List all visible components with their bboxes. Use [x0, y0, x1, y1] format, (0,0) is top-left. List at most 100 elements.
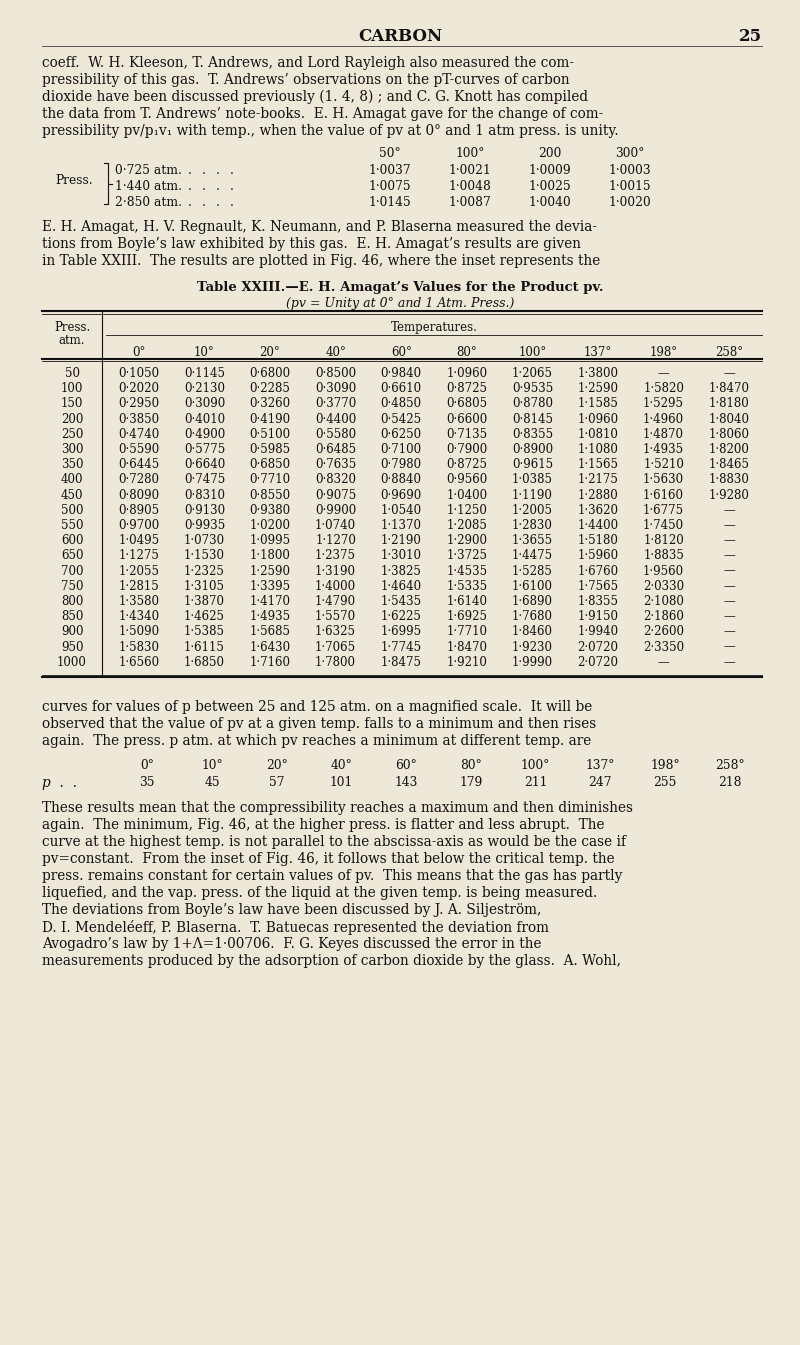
Text: 0·6485: 0·6485	[315, 443, 356, 456]
Text: in Table XXIII.  The results are plotted in Fig. 46, where the inset represents : in Table XXIII. The results are plotted …	[42, 254, 600, 268]
Text: 1·9990: 1·9990	[512, 656, 553, 668]
Text: 1·5210: 1·5210	[643, 459, 684, 471]
Text: 1·2590: 1·2590	[578, 382, 618, 395]
Text: 1·2815: 1·2815	[118, 580, 159, 593]
Text: .: .	[216, 180, 220, 192]
Text: 1·8470: 1·8470	[709, 382, 750, 395]
Text: CARBON: CARBON	[358, 28, 442, 44]
Text: .: .	[216, 196, 220, 208]
Text: 0·6445: 0·6445	[118, 459, 159, 471]
Text: 1·8040: 1·8040	[709, 413, 750, 425]
Text: 0·3090: 0·3090	[184, 397, 225, 410]
Text: 350: 350	[61, 459, 83, 471]
Text: Press.: Press.	[54, 321, 90, 334]
Text: —: —	[723, 549, 735, 562]
Text: 0·8905: 0·8905	[118, 504, 159, 516]
Text: 1·6115: 1·6115	[184, 640, 225, 654]
Text: 500: 500	[61, 504, 83, 516]
Text: 1·1275: 1·1275	[118, 549, 159, 562]
Text: 150: 150	[61, 397, 83, 410]
Text: 1·7565: 1·7565	[578, 580, 618, 593]
Text: 450: 450	[61, 488, 83, 502]
Text: 1·4790: 1·4790	[315, 594, 356, 608]
Text: .: .	[230, 180, 234, 192]
Text: 2·2600: 2·2600	[643, 625, 684, 639]
Text: .: .	[202, 164, 206, 178]
Text: curve at the highest temp. is not parallel to the abscissa-axis as would be the : curve at the highest temp. is not parall…	[42, 835, 626, 849]
Text: 1·4935: 1·4935	[643, 443, 684, 456]
Text: 1·9210: 1·9210	[446, 656, 487, 668]
Text: 45: 45	[204, 776, 220, 790]
Text: 300°: 300°	[615, 147, 645, 160]
Text: 1·2055: 1·2055	[118, 565, 159, 577]
Text: 50: 50	[65, 367, 79, 381]
Text: 200: 200	[538, 147, 562, 160]
Text: 1·7800: 1·7800	[315, 656, 356, 668]
Text: 1·4960: 1·4960	[643, 413, 684, 425]
Text: 1·0385: 1·0385	[512, 473, 553, 487]
Text: 0·8320: 0·8320	[315, 473, 356, 487]
Text: 1·3010: 1·3010	[381, 549, 422, 562]
Text: 750: 750	[61, 580, 83, 593]
Text: 40°: 40°	[325, 346, 346, 359]
Text: 650: 650	[61, 549, 83, 562]
Text: 1·2880: 1·2880	[578, 488, 618, 502]
Text: 1·6140: 1·6140	[446, 594, 487, 608]
Text: 218: 218	[718, 776, 742, 790]
Text: dioxide have been discussed previously (1. 4, 8) ; and C. G. Knott has compiled: dioxide have been discussed previously (…	[42, 90, 588, 105]
Text: .: .	[216, 164, 220, 178]
Text: 0·9380: 0·9380	[250, 504, 290, 516]
Text: 1·6995: 1·6995	[381, 625, 422, 639]
Text: 2·3350: 2·3350	[643, 640, 684, 654]
Text: 1·4000: 1·4000	[315, 580, 356, 593]
Text: 1·0740: 1·0740	[315, 519, 356, 533]
Text: press. remains constant for certain values of pv.  This means that the gas has p: press. remains constant for certain valu…	[42, 869, 622, 884]
Text: —: —	[723, 504, 735, 516]
Text: These results mean that the compressibility reaches a maximum and then diminishe: These results mean that the compressibil…	[42, 802, 633, 815]
Text: 1·1190: 1·1190	[512, 488, 553, 502]
Text: 1·6430: 1·6430	[250, 640, 290, 654]
Text: 250: 250	[61, 428, 83, 441]
Text: 1000: 1000	[57, 656, 87, 668]
Text: 1·1800: 1·1800	[250, 549, 290, 562]
Text: Avogadro’s law by 1+Λ=1·00706.  F. G. Keyes discussed the error in the: Avogadro’s law by 1+Λ=1·00706. F. G. Key…	[42, 937, 542, 951]
Text: 1·3620: 1·3620	[578, 504, 618, 516]
Text: 1·8120: 1·8120	[643, 534, 684, 547]
Text: 0·6800: 0·6800	[250, 367, 290, 381]
Text: 1·2590: 1·2590	[250, 565, 290, 577]
Text: 179: 179	[459, 776, 482, 790]
Text: D. I. Mendeléeff, P. Blaserna.  T. Batuecas represented the deviation from: D. I. Mendeléeff, P. Blaserna. T. Batue…	[42, 920, 549, 935]
Text: 1·8355: 1·8355	[578, 594, 618, 608]
Text: 0·7135: 0·7135	[446, 428, 487, 441]
Text: 1·2190: 1·2190	[381, 534, 422, 547]
Text: 258°: 258°	[715, 759, 745, 772]
Text: 0·7900: 0·7900	[446, 443, 487, 456]
Text: 1·5960: 1·5960	[578, 549, 618, 562]
Text: tions from Boyle’s law exhibited by this gas.  E. H. Amagat’s results are given: tions from Boyle’s law exhibited by this…	[42, 237, 581, 252]
Text: —: —	[723, 519, 735, 533]
Text: The deviations from Boyle’s law have been discussed by J. A. Siljeström,: The deviations from Boyle’s law have bee…	[42, 902, 542, 917]
Text: 1·2830: 1·2830	[512, 519, 553, 533]
Text: 258°: 258°	[715, 346, 743, 359]
Text: 1·0995: 1·0995	[250, 534, 290, 547]
Text: 1·2900: 1·2900	[446, 534, 487, 547]
Text: again.  The press. p atm. at which pv reaches a minimum at different temp. are: again. The press. p atm. at which pv rea…	[42, 734, 591, 748]
Text: 1·5435: 1·5435	[381, 594, 422, 608]
Text: 1·3870: 1·3870	[184, 594, 225, 608]
Text: 0·6850: 0·6850	[250, 459, 290, 471]
Text: 1·0495: 1·0495	[118, 534, 159, 547]
Text: 1·6560: 1·6560	[118, 656, 159, 668]
Text: 0·6600: 0·6600	[446, 413, 487, 425]
Text: 1·4870: 1·4870	[643, 428, 684, 441]
Text: —: —	[658, 367, 670, 381]
Text: 1·5685: 1·5685	[250, 625, 290, 639]
Text: 1·5180: 1·5180	[578, 534, 618, 547]
Text: 0·5580: 0·5580	[315, 428, 356, 441]
Text: 0·4190: 0·4190	[250, 413, 290, 425]
Text: 0·9700: 0·9700	[118, 519, 159, 533]
Text: 0·2950: 0·2950	[118, 397, 159, 410]
Text: 1·5090: 1·5090	[118, 625, 159, 639]
Text: 1·0540: 1·0540	[381, 504, 422, 516]
Text: 0·9900: 0·9900	[315, 504, 356, 516]
Text: 1·6160: 1·6160	[643, 488, 684, 502]
